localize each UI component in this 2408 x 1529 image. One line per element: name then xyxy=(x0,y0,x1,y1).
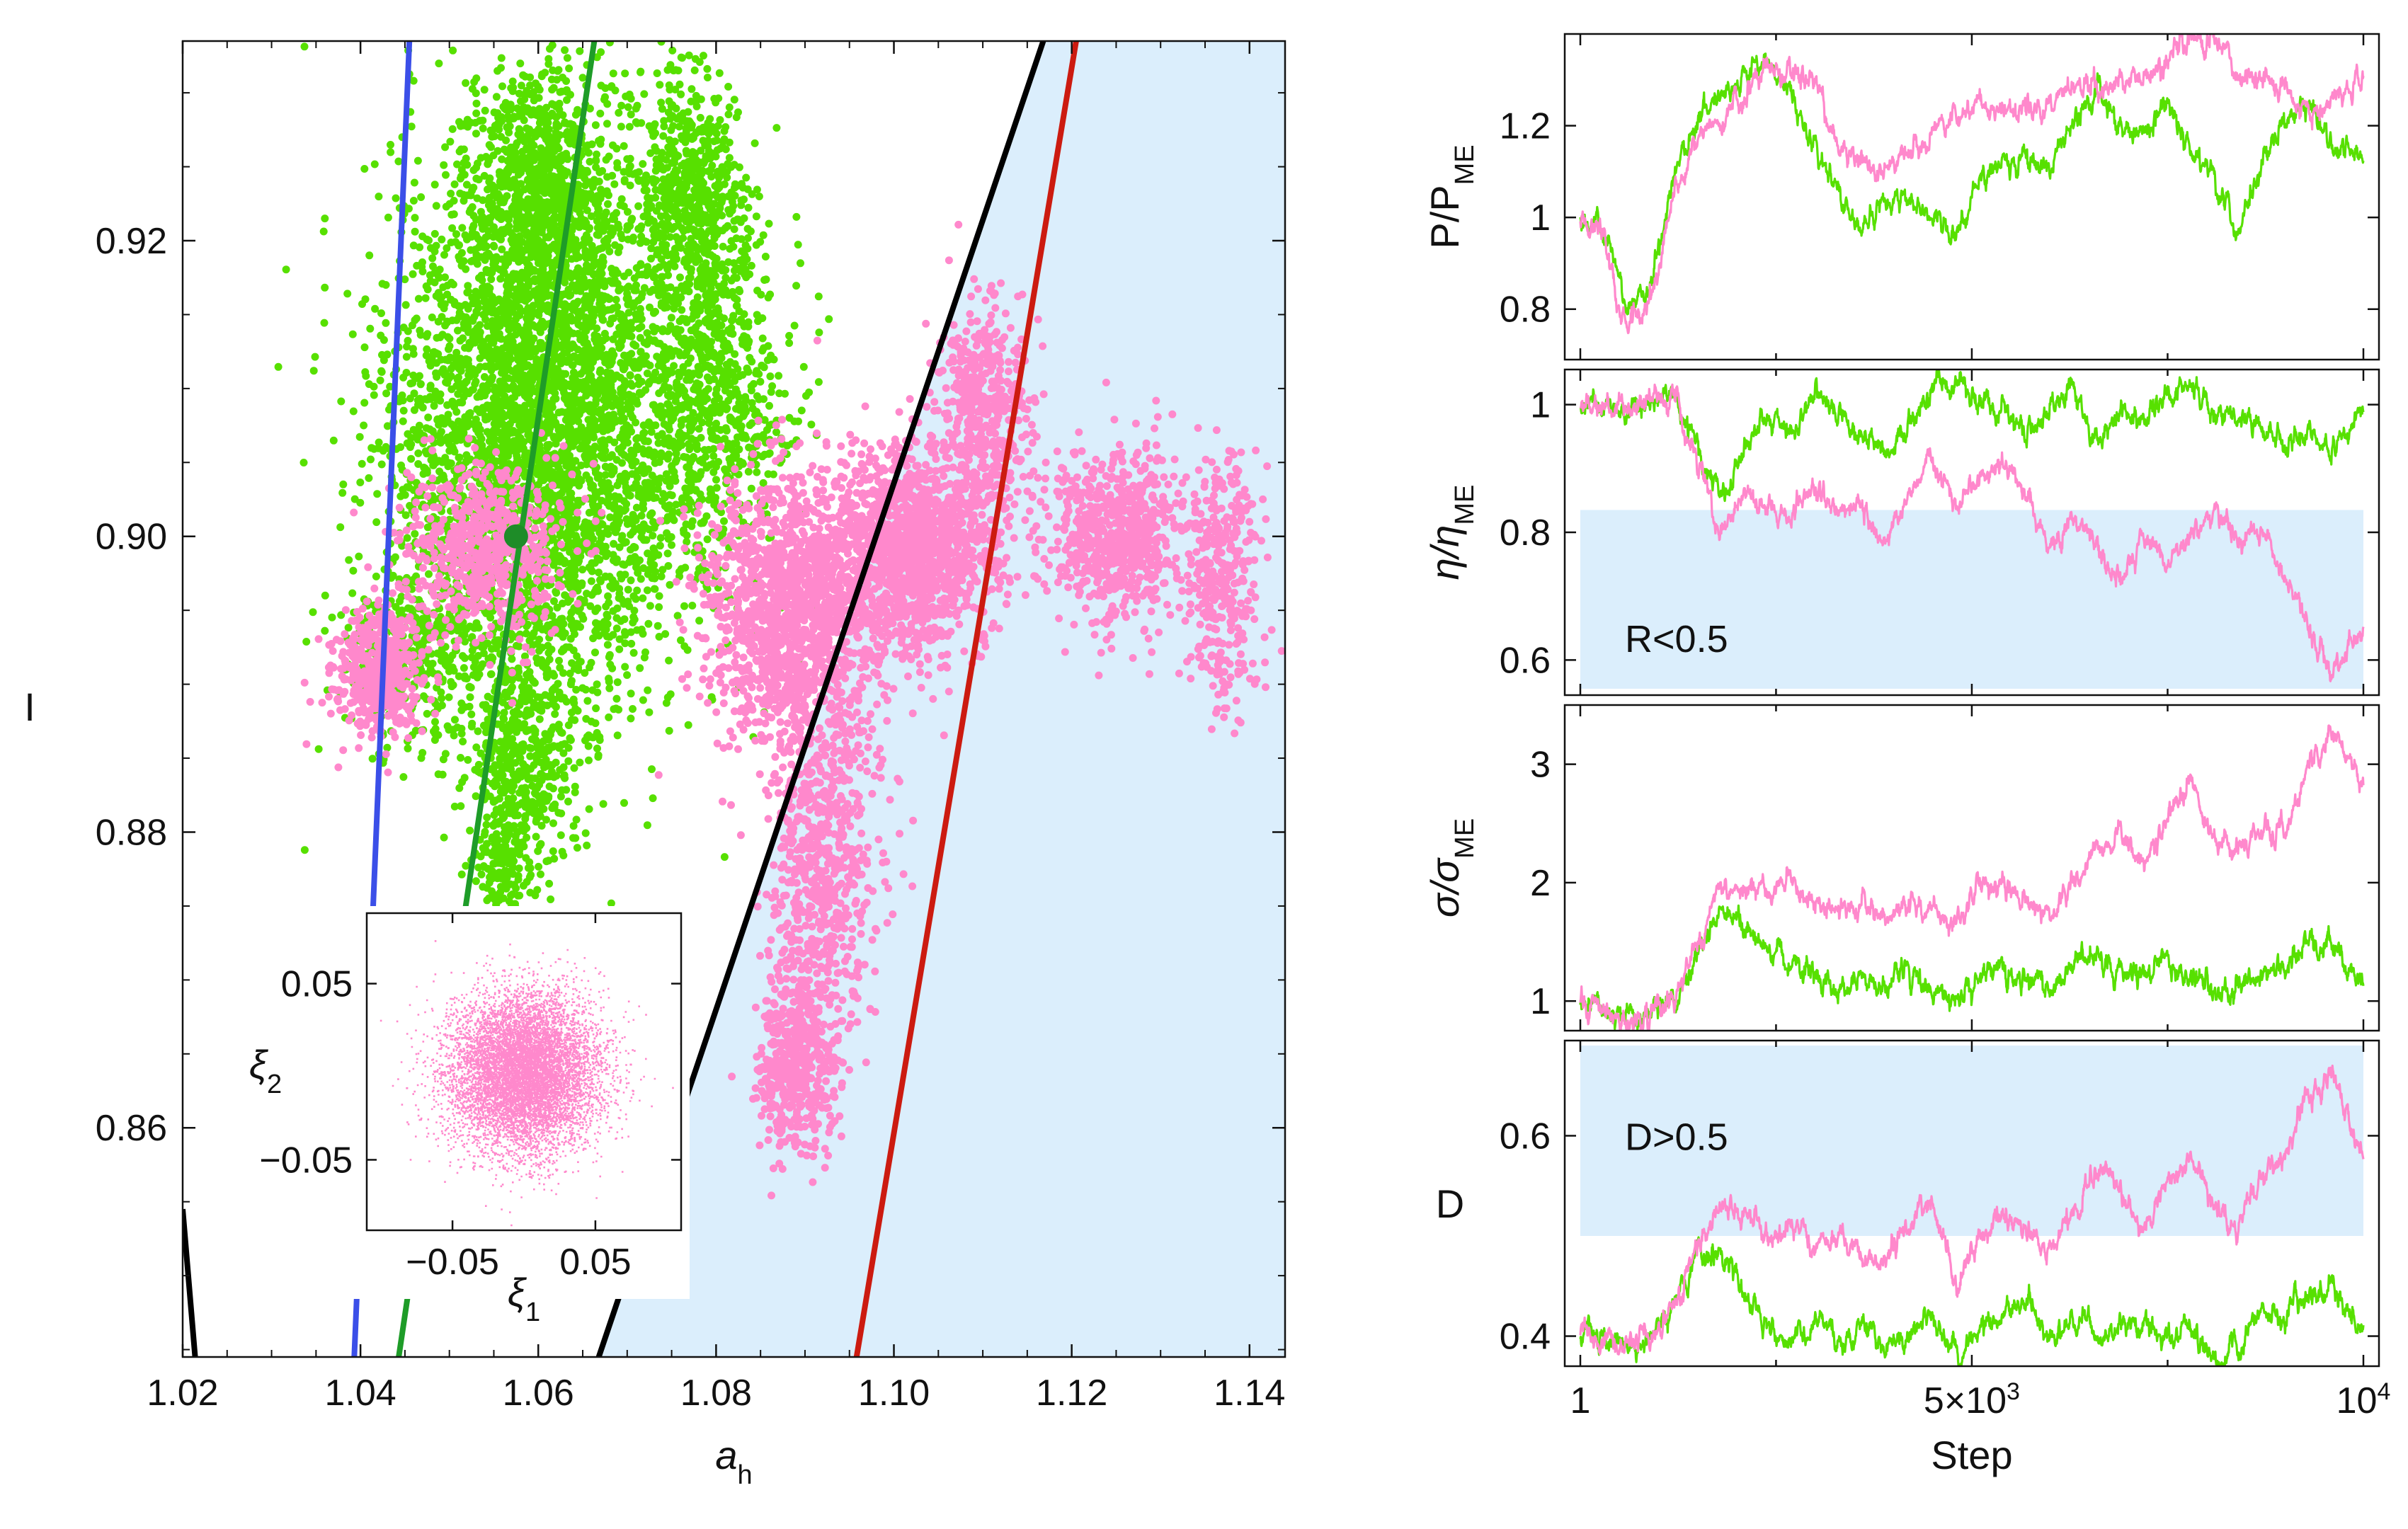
sigma-y-tick-label: 3 xyxy=(1530,745,1551,786)
dispersion-region-label: D>0.5 xyxy=(1625,1116,1728,1158)
step-tick-label: 1 xyxy=(1570,1380,1591,1421)
power-y-tick-label: 1.2 xyxy=(1500,106,1551,147)
efficiency-region-label: R<0.5 xyxy=(1625,618,1728,660)
x-tick-label: 1.04 xyxy=(325,1373,396,1414)
y-tick-label: 0.88 xyxy=(96,812,167,853)
x-tick-label: 1.06 xyxy=(503,1373,574,1414)
x-tick-label: 1.12 xyxy=(1036,1373,1107,1414)
inset-x-tick-label: 0.05 xyxy=(559,1242,631,1283)
dispersion-y-tick-label: 0.4 xyxy=(1500,1317,1551,1358)
power-y-tick-label: 0.8 xyxy=(1500,290,1551,331)
sigma-y-tick-label: 1 xyxy=(1530,981,1551,1022)
x-tick-label: 1.02 xyxy=(147,1373,218,1414)
y-axis-label: I xyxy=(24,685,35,729)
x-tick-label: 1.08 xyxy=(680,1373,752,1414)
step-tick-label: 5×103 xyxy=(1924,1378,2020,1421)
y-tick-label: 0.92 xyxy=(96,221,167,262)
efficiency-y-tick-label: 1 xyxy=(1530,385,1551,426)
dispersion-y-axis-label: D xyxy=(1436,1181,1464,1226)
x-tick-label: 1.10 xyxy=(858,1373,930,1414)
inset-y-tick-label: −0.05 xyxy=(259,1140,353,1181)
step-axis-label: Step xyxy=(1931,1433,2012,1477)
y-tick-label: 0.86 xyxy=(96,1108,167,1149)
dispersion-y-tick-label: 0.6 xyxy=(1500,1116,1551,1157)
sigma-y-tick-label: 2 xyxy=(1530,863,1551,904)
x-tick-label: 1.14 xyxy=(1214,1373,1285,1414)
inset-x-tick-label: −0.05 xyxy=(406,1242,499,1283)
reference-marker xyxy=(504,525,528,549)
efficiency-y-tick-label: 0.8 xyxy=(1500,512,1551,554)
y-tick-label: 0.90 xyxy=(96,517,167,558)
efficiency-y-tick-label: 0.6 xyxy=(1500,640,1551,681)
power-y-tick-label: 1 xyxy=(1530,197,1551,239)
inset-y-tick-label: 0.05 xyxy=(281,964,353,1005)
